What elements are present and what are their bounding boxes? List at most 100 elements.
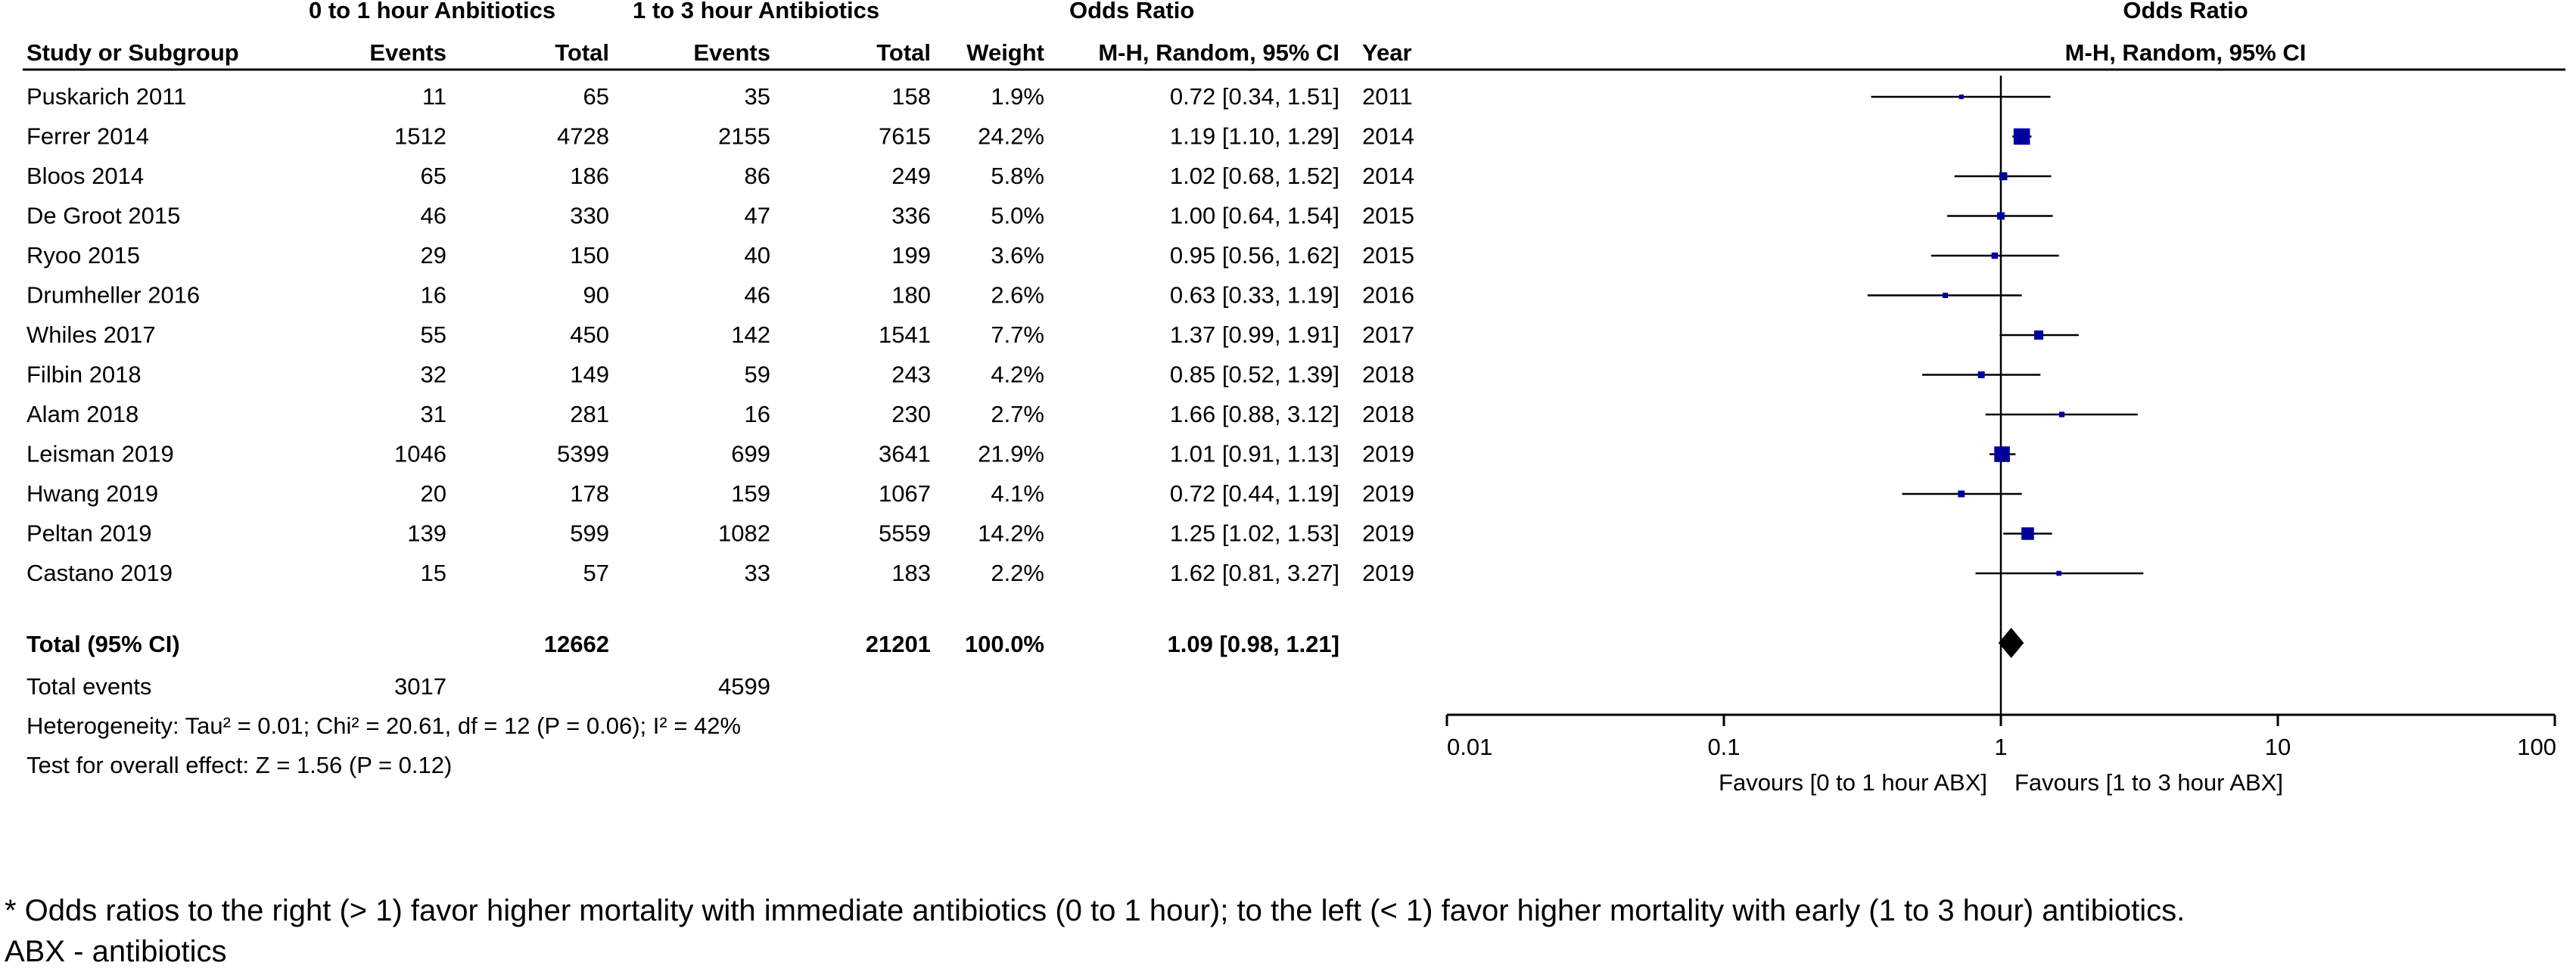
cell-e1: 1046 [394,441,446,467]
x-tick-label: 10 [2265,734,2291,760]
cell-t2: 180 [891,282,931,309]
cell-e2: 1082 [718,520,770,547]
study-marker [1994,446,2010,462]
cell-weight: 14.2% [978,520,1044,547]
cell-t1: 90 [583,282,609,309]
study-marker [1991,252,1999,259]
year-col-header: Year [1362,39,1412,66]
cell-weight: 3.6% [991,242,1044,269]
cell-weight: 4.1% [991,480,1044,507]
study-marker [1977,371,1985,379]
cell-t1: 599 [570,520,609,547]
total-label: Total (95% CI) [26,631,180,657]
group1-header: 0 to 1 hour Anbitiotics [309,0,555,23]
total-or: 1.09 [0.98, 1.21] [1168,631,1340,657]
events-e1: 3017 [394,673,446,700]
cell-study: Alam 2018 [26,401,138,427]
study-rows: Puskarich 2011 11 65 35 158 1.9% 0.72 [0.34, 1… [26,83,1414,586]
cell-or-text: 1.25 [1.02, 1.53] [1170,520,1339,547]
events-row: Total events 3017 4599 [26,673,770,700]
cell-t1: 150 [570,242,609,269]
cell-e1: 16 [421,282,446,309]
cell-t2: 199 [891,242,931,269]
cell-t2: 158 [891,83,931,110]
cell-t1: 186 [570,163,609,189]
cell-study: Leisman 2019 [26,441,174,467]
cell-t2: 243 [891,362,931,388]
cell-t2: 3641 [879,441,931,467]
cell-weight: 4.2% [991,362,1044,388]
cell-year: 2018 [1362,401,1414,427]
cell-e1: 32 [421,362,446,388]
cell-year: 2015 [1362,242,1414,269]
table-header: 0 to 1 hour Anbitiotics 1 to 3 hour Anti… [23,0,2565,71]
footnote-line1: * Odds ratios to the right (> 1) favor h… [5,894,2185,927]
cell-e1: 11 [422,83,446,110]
cell-e2: 16 [745,401,770,427]
study-marker [2056,570,2061,576]
cell-weight: 2.7% [991,401,1044,427]
study-marker [2058,411,2065,418]
cell-weight: 21.9% [978,441,1044,467]
cell-e1: 29 [421,242,446,269]
or-header: Odds Ratio [1069,0,1194,23]
cell-t2: 1541 [879,321,931,348]
cell-t2: 1067 [879,480,931,507]
cell-e2: 35 [745,83,770,110]
cell-t1: 450 [570,321,609,348]
cell-study: Filbin 2018 [26,362,142,388]
total-weight: 100.0% [965,631,1044,657]
total-row: Total (95% CI) 12662 21201 100.0% 1.09 [… [26,631,1339,657]
cell-or-text: 1.66 [0.88, 3.12] [1170,401,1339,427]
cell-year: 2015 [1362,203,1414,229]
study-marker [1997,212,2005,220]
cell-e1: 20 [421,480,446,507]
cell-weight: 5.0% [991,203,1044,229]
cell-t2: 7615 [879,123,931,150]
cell-year: 2019 [1362,480,1414,507]
study-marker [2013,128,2030,145]
cell-study: De Groot 2015 [26,203,180,229]
cell-weight: 24.2% [978,123,1044,150]
cell-e1: 55 [421,321,446,348]
study-marker [1958,490,1965,498]
study-marker [1999,172,2008,181]
cell-e1: 65 [421,163,446,189]
events-label: Total events [26,673,151,700]
total-t2: 21201 [866,631,931,657]
cell-weight: 7.7% [991,321,1044,348]
cell-t1: 5399 [557,441,609,467]
cell-or-text: 1.62 [0.81, 3.27] [1170,560,1339,586]
cell-e1: 1512 [394,123,446,150]
cell-or-text: 1.19 [1.10, 1.29] [1170,123,1339,150]
cell-or-text: 1.01 [0.91, 1.13] [1170,441,1339,467]
footnote-line2: ABX - antibiotics [5,935,226,968]
cell-or-text: 0.85 [0.52, 1.39] [1170,362,1339,388]
cell-or-text: 0.72 [0.44, 1.19] [1170,480,1339,507]
cell-year: 2019 [1362,560,1414,586]
cell-t2: 5559 [879,520,931,547]
cell-or-text: 1.00 [0.64, 1.54] [1170,203,1339,229]
total1-col-header: Total [555,39,609,66]
cell-e2: 47 [745,203,770,229]
cell-or-text: 1.37 [0.99, 1.91] [1170,321,1339,348]
cell-study: Whiles 2017 [26,321,156,348]
cell-t2: 230 [891,401,931,427]
cell-study: Bloos 2014 [26,163,144,189]
cell-t1: 149 [570,362,609,388]
cell-year: 2017 [1362,321,1414,348]
cell-t2: 183 [891,560,931,586]
cell-weight: 1.9% [991,83,1044,110]
overall-effect-text: Test for overall effect: Z = 1.56 (P = 0… [26,752,452,778]
total-t1: 12662 [544,631,609,657]
x-tick-label: 0.01 [1447,734,1492,760]
study-marker [1943,292,1949,299]
cell-or-text: 1.02 [0.68, 1.52] [1170,163,1339,189]
cell-year: 2014 [1362,163,1414,189]
plot-area: 0.01 0.1 1 10 100 Favours [0 to 1 hour ABX] … [1445,76,2556,796]
cell-weight: 2.6% [991,282,1044,309]
cell-t1: 178 [570,480,609,507]
plot-method-header: M-H, Random, 95% CI [2065,39,2307,66]
cell-weight: 2.2% [991,560,1044,586]
